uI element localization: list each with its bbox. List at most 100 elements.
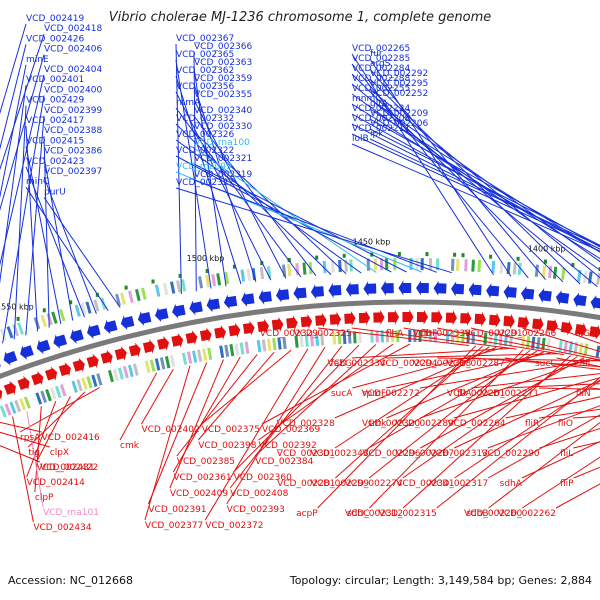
annotation-block-inner [256,339,262,353]
gene-label: clpX [50,448,69,458]
gene-label: VCD_002418 [44,24,103,34]
annotation-block-outer [240,269,246,282]
gene-label: acpP [296,509,318,519]
reverse-gene-arrow [286,315,298,331]
gene-label: tig [28,448,40,458]
annotation-block-outer [266,266,272,279]
reverse-gene-arrow [503,313,515,329]
annotation-block-inner [71,380,78,393]
annotation-block-inner [342,331,347,344]
forward-gene-arrow [293,285,307,301]
reverse-gene-arrow [257,318,269,334]
label-leader-line [403,327,564,356]
annotation-block-outer [51,311,58,324]
annotation-block-outer [471,259,475,272]
forward-gene-arrow [258,289,272,305]
annotation-block-inner [159,357,166,370]
reverse-gene-arrow [416,309,428,325]
gene-label: VCD_002264 [447,419,506,429]
annotation-block-inner [45,389,52,402]
label-leader-line [352,347,510,359]
annotation-block-inner [202,348,208,361]
label-leader-line [141,368,174,425]
reverse-gene-arrow [171,333,184,348]
gene-label: fliI [579,359,590,369]
label-leader-line [175,91,272,281]
label-leader-line [233,344,360,473]
kbp-tick-label: 1550 kbp [0,302,34,311]
label-leader-line [436,376,600,509]
annotation-block-inner [229,343,235,357]
gene-label: VCD_002301 [277,449,335,459]
gene-label: VCD_002289 [396,419,455,429]
gene-label: VCD_002372 [205,521,263,531]
annotation-block-outer [170,281,176,294]
gene-label: VCD_002343 [311,449,369,459]
kbp-tick-dot [461,253,465,258]
annotation-block-outer [40,314,48,328]
reverse-gene-arrow [373,309,385,325]
gene-label: VCD_002414 [27,478,86,488]
annotation-block-inner [466,331,470,344]
annotation-block-outer [512,262,517,275]
genome-backbone [0,299,600,380]
forward-gene-arrow [503,284,517,300]
reverse-gene-arrow [86,353,99,369]
forward-gene-arrow [555,290,570,306]
gene-label: VCD_002312 [345,509,403,519]
annotation-block-inner [546,338,551,351]
reverse-gene-arrow [358,310,371,326]
gene-label: tmk [369,419,387,429]
annotation-block-inner [304,334,309,347]
annotation-block-outer [115,293,121,307]
label-leader-line [488,421,600,509]
gene-label: VCD_002393 [227,505,285,515]
label-leader-line [454,380,600,479]
label-leader-line [175,75,242,285]
label-leader-line [25,146,62,325]
gene-label: VCD_002385 [177,457,235,467]
label-leader-line [351,73,564,283]
forward-gene-arrow [206,297,220,313]
gene-label: VCD_002397 [44,167,102,177]
gene-label: VCD_002313 [430,449,488,459]
gene-label: VCD_002290 [481,449,540,459]
gene-label: VCD_002252 [370,89,428,99]
label-leader-line [197,351,275,441]
label-leader-line [0,54,45,211]
label-leader-line [229,345,343,489]
kbp-tick-dot [69,300,73,305]
gene-label: argS [370,59,391,69]
annotation-block-inner [76,379,83,392]
annotation-block-inner [127,364,134,378]
forward-gene-arrow [3,351,18,366]
kbp-tick-dot [124,285,128,290]
label-leader-line [43,176,97,314]
annotation-block-inner [261,339,267,352]
label-leader-line [369,349,524,509]
annotation-block-inner [541,337,546,350]
label-leader-line [538,387,600,390]
gene-label: rpmF [363,389,386,399]
reverse-gene-arrow [58,362,71,377]
reverse-gene-arrow [575,322,587,338]
kbp-tick-dot [544,259,547,264]
reverse-gene-arrow [315,312,327,328]
label-leader-line [193,115,317,277]
label-leader-line [147,362,208,505]
annotation-block-outer [596,272,600,285]
label-leader-line [175,123,332,275]
gene-label: VCD_002267 [396,449,454,459]
annotation-block-outer [74,304,81,317]
gene-label: VCD_002417 [26,116,84,126]
gene-label: VCD_002294 [379,359,438,369]
gene-label: purU [44,187,66,197]
label-leader-line [175,187,452,274]
forward-gene-arrow [380,280,394,296]
annotation-block-inner [154,358,161,371]
forward-gene-arrow [137,311,152,326]
kbp-tick-dot [571,263,575,267]
forward-gene-arrow [433,280,447,296]
reverse-gene-arrow [100,349,113,365]
label-leader-line [369,88,600,279]
